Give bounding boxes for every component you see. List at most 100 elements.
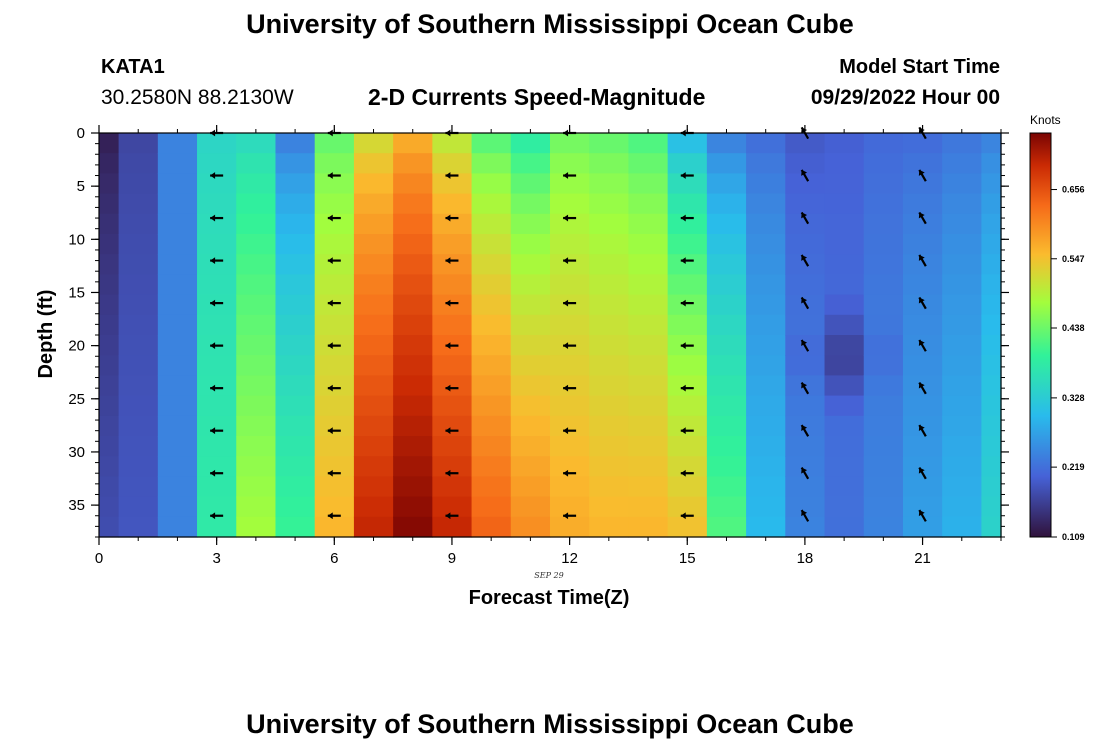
heatmap-cell	[589, 516, 630, 538]
heatmap-cell	[589, 496, 630, 518]
heatmap-cell	[236, 193, 277, 215]
page-title: University of Southern Mississippi Ocean…	[246, 9, 854, 39]
heatmap-cell	[863, 395, 904, 417]
heatmap-cell	[432, 436, 473, 457]
y-axis-title: Depth (ft)	[35, 290, 57, 379]
heatmap-cell	[353, 254, 394, 275]
heatmap-cell	[157, 516, 198, 538]
heatmap-cell	[589, 294, 630, 316]
heatmap-cell	[746, 355, 786, 376]
y-tick-label: 30	[68, 444, 85, 461]
current-vector	[918, 467, 927, 480]
heatmap-cell	[550, 294, 590, 316]
heatmap-cell	[902, 213, 943, 235]
heatmap-cell	[353, 173, 394, 195]
heatmap-cell	[197, 314, 237, 336]
heatmap-cell	[432, 456, 473, 477]
heatmap-cell	[510, 456, 551, 477]
heatmap-cell	[118, 133, 159, 154]
heatmap-cell	[99, 375, 120, 397]
heatmap-cell	[118, 213, 159, 235]
x-tick-label: 21	[914, 550, 931, 567]
y-tick-label: 15	[68, 284, 85, 301]
heatmap-cell	[393, 133, 433, 154]
heatmap-cell	[628, 335, 669, 356]
heatmap-cell	[275, 294, 316, 316]
heatmap-cell	[942, 375, 982, 397]
current-vectors	[210, 126, 927, 522]
heatmap-cell	[197, 415, 237, 437]
heatmap-cell	[275, 234, 316, 255]
heatmap-cell	[432, 294, 473, 316]
heatmap-cell	[824, 516, 865, 538]
heatmap-cell	[981, 294, 1002, 316]
heatmap-cell	[393, 294, 433, 316]
heatmap-cell	[353, 193, 394, 215]
heatmap-cell	[432, 173, 473, 195]
heatmap-cell	[981, 335, 1002, 356]
heatmap-cell	[353, 415, 394, 437]
heatmap-cell	[550, 254, 590, 275]
current-vector	[563, 469, 577, 477]
current-vector	[210, 172, 224, 179]
heatmap-cell	[667, 436, 708, 457]
heatmap-cell	[550, 375, 590, 397]
heatmap-cell	[157, 294, 198, 316]
heatmap-cell	[942, 213, 982, 235]
current-vector	[680, 299, 694, 307]
heatmap-cell	[942, 193, 982, 215]
heatmap-cell	[902, 355, 943, 376]
heatmap-cell	[706, 456, 747, 477]
current-vector	[327, 299, 341, 307]
colorbar-tick-label: 0.328	[1062, 393, 1085, 403]
current-vector	[800, 509, 810, 522]
current-vector	[918, 169, 927, 182]
heatmap-cell	[471, 133, 512, 154]
heatmap-cell	[275, 476, 316, 498]
heatmap-cell	[667, 516, 708, 538]
heatmap-cell	[550, 193, 590, 215]
heatmap-cell	[432, 375, 473, 397]
current-vector	[680, 427, 694, 435]
heatmap-cell	[824, 415, 865, 437]
heatmap-cell	[902, 133, 943, 154]
heatmap-cell	[746, 375, 786, 397]
heatmap-cell	[471, 415, 512, 437]
heatmap-cell	[275, 456, 316, 477]
heatmap-cell	[981, 355, 1002, 376]
heatmap-cell	[667, 375, 708, 397]
heatmap-cell	[589, 193, 630, 215]
current-vector	[445, 427, 459, 435]
current-vector	[918, 296, 927, 310]
heatmap-cell	[197, 395, 237, 417]
heatmap-cell	[824, 375, 865, 397]
heatmap-cell	[197, 496, 237, 518]
current-vector	[210, 384, 224, 392]
heatmap-cell	[589, 335, 630, 356]
heatmap-cell	[589, 476, 630, 498]
heatmap-cell	[393, 516, 433, 538]
heatmap-cell	[824, 476, 865, 498]
heatmap-cell	[785, 133, 826, 154]
heatmap-cell	[824, 274, 865, 296]
heatmap-cell	[471, 395, 512, 417]
heatmap-cell	[902, 173, 943, 195]
heatmap-cell	[981, 375, 1002, 397]
heatmap-cell	[706, 375, 747, 397]
x-tick-label: 15	[679, 550, 696, 567]
current-vector	[210, 469, 224, 477]
heatmap-cell	[393, 314, 433, 336]
heatmap-cell	[706, 395, 747, 417]
heatmap-cell	[432, 516, 473, 538]
heatmap-cell	[118, 294, 159, 316]
heatmap-cell	[510, 314, 551, 336]
current-vector	[918, 381, 927, 395]
heatmap-cell	[314, 355, 355, 376]
heatmap-cell	[667, 193, 708, 215]
heatmap-cell	[157, 415, 198, 437]
heatmap-cell	[314, 456, 355, 477]
model-start-label: Model Start Time	[839, 56, 1000, 78]
heatmap-cell	[99, 173, 120, 195]
heatmap-cell	[628, 213, 669, 235]
heatmap-cell	[393, 254, 433, 275]
